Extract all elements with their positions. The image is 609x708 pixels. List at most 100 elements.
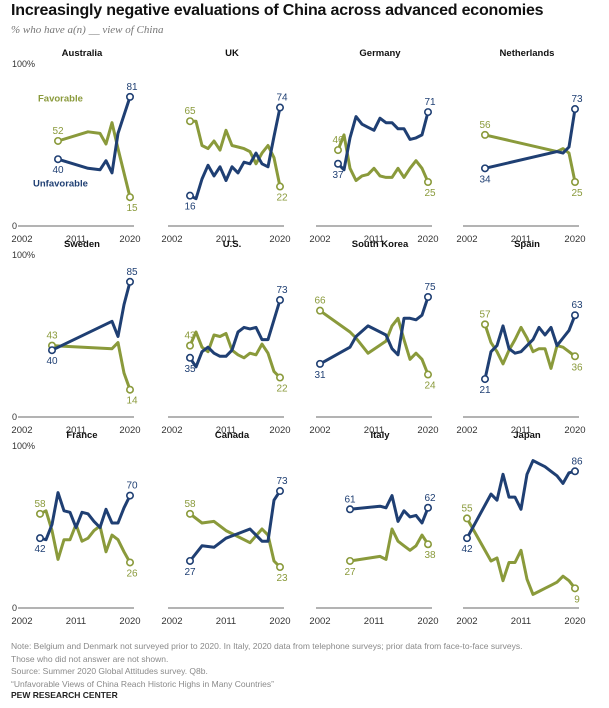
panel-title: Spain <box>514 239 540 250</box>
footnotes: Note: Belgium and Denmark not surveyed p… <box>11 640 523 690</box>
favorable-end-marker <box>571 584 580 593</box>
chart-subtitle: % who have a(n) __ view of China <box>11 24 164 36</box>
unfavorable-line <box>188 489 282 563</box>
unfavorable-end-marker <box>571 311 580 320</box>
favorable-end-label: 24 <box>424 381 436 392</box>
unfavorable-end-label: 81 <box>126 82 138 93</box>
favorable-start-label: 43 <box>46 331 58 342</box>
favorable-start-marker <box>315 306 324 315</box>
y-tick-label: 0 <box>12 603 17 613</box>
panel-sweden: Sweden 2002 2011 2020 100% 0 43 40 14 85 <box>11 239 140 436</box>
y-tick-label: 0 <box>12 412 17 422</box>
unfavorable-start-label: 40 <box>46 356 58 367</box>
unfavorable-line <box>188 298 282 369</box>
x-tick-label: 2002 <box>11 234 32 245</box>
favorable-end-marker <box>276 182 285 191</box>
x-tick-label: 2011 <box>66 425 86 436</box>
unfavorable-start-marker <box>185 191 194 200</box>
unfavorable-end-label: 62 <box>424 493 436 504</box>
favorable-end-label: 22 <box>276 193 288 204</box>
favorable-start-label: 57 <box>479 309 491 320</box>
panel-title: France <box>66 430 97 441</box>
unfavorable-end-marker <box>424 292 433 301</box>
favorable-end-label: 25 <box>424 188 436 199</box>
favorable-end-marker <box>126 385 135 394</box>
panel-title: UK <box>225 48 239 59</box>
favorable-end-label: 25 <box>571 188 583 199</box>
unfavorable-line <box>38 491 132 542</box>
panel-title: Sweden <box>64 239 100 250</box>
unfavorable-end-marker <box>126 491 135 500</box>
unfavorable-end-label: 73 <box>276 476 288 487</box>
panel-title: Italy <box>370 430 390 441</box>
x-tick-label: 2002 <box>309 425 330 436</box>
favorable-end-label: 14 <box>126 396 138 407</box>
favorable-end-label: 9 <box>574 594 580 605</box>
favorable-end-marker <box>571 352 580 361</box>
panel-netherlands: Netherlands 2002 2011 2020 56 34 25 73 <box>456 48 585 245</box>
unfavorable-line <box>318 295 430 366</box>
unfavorable-start-marker <box>345 505 354 514</box>
x-tick-label: 2011 <box>364 234 384 245</box>
unfavorable-start-marker <box>185 353 194 362</box>
unfavorable-start-label: 61 <box>344 494 356 505</box>
favorable-line <box>483 133 577 184</box>
note-line: Those who did not answer are not shown. <box>11 653 169 664</box>
favorable-end-marker <box>424 178 433 187</box>
favorable-start-marker <box>480 130 489 139</box>
unfavorable-line <box>483 107 577 170</box>
unfavorable-line <box>336 110 430 172</box>
favorable-line <box>188 512 282 569</box>
favorable-line <box>188 119 282 189</box>
unfavorable-end-label: 63 <box>571 300 583 311</box>
favorable-end-marker <box>571 178 580 187</box>
favorable-line <box>50 341 132 392</box>
favorable-start-marker <box>462 514 471 523</box>
favorable-start-marker <box>185 509 194 518</box>
favorable-start-label: 27 <box>344 567 356 578</box>
unfavorable-start-marker <box>480 164 489 173</box>
unfavorable-end-marker <box>424 503 433 512</box>
unfavorable-end-marker <box>276 296 285 305</box>
unfavorable-end-marker <box>571 467 580 476</box>
favorable-line <box>336 133 430 184</box>
unfavorable-end-label: 85 <box>126 267 138 278</box>
y-tick-label: 0 <box>12 221 17 231</box>
favorable-start-label: 58 <box>34 499 46 510</box>
x-tick-label: 2020 <box>119 234 140 245</box>
favorable-end-marker <box>276 563 285 572</box>
panel-south-korea: South Korea 2002 2011 2020 66 31 24 75 <box>309 239 438 436</box>
panel-italy: Italy 2002 2011 2020 27 61 38 62 <box>309 430 438 627</box>
unfavorable-end-label: 71 <box>424 97 436 108</box>
note-line: Note: Belgium and Denmark not surveyed p… <box>11 641 523 651</box>
x-tick-label: 2020 <box>119 425 140 436</box>
y-tick-label: 100% <box>12 59 35 69</box>
favorable-end-marker <box>126 558 135 567</box>
x-tick-label: 2011 <box>364 425 384 436</box>
x-tick-label: 2020 <box>119 616 140 627</box>
unfavorable-end-label: 73 <box>276 285 288 296</box>
x-tick-label: 2020 <box>269 425 290 436</box>
unfavorable-start-label: 42 <box>34 544 46 555</box>
favorable-line <box>56 121 132 199</box>
unfavorable-start-label: 34 <box>479 174 491 185</box>
favorable-start-marker <box>185 341 194 350</box>
unfavorable-end-label: 75 <box>424 282 436 293</box>
unfavorable-start-marker <box>47 346 56 355</box>
panel-title: Netherlands <box>500 48 555 59</box>
favorable-start-marker <box>185 117 194 126</box>
x-tick-label: 2020 <box>417 234 438 245</box>
favorable-end-label: 36 <box>571 362 583 373</box>
favorable-start-label: 66 <box>314 296 326 307</box>
x-tick-label: 2020 <box>269 616 290 627</box>
legend-unfavorable: Unfavorable <box>33 179 88 190</box>
panel-title: Japan <box>513 430 541 441</box>
favorable-end-label: 15 <box>126 203 138 214</box>
panel-title: South Korea <box>352 239 409 250</box>
x-tick-label: 2020 <box>417 616 438 627</box>
panel-uk: UK 2002 2011 2020 65 16 22 74 <box>161 48 290 245</box>
favorable-start-label: 52 <box>52 126 64 137</box>
pew-research-center-logo: PEW RESEARCH CENTER <box>11 690 118 700</box>
unfavorable-start-label: 42 <box>461 544 473 555</box>
small-multiples-chart: Australia 2002 2011 2020 100% 0 52 40 15 81 Favora… <box>11 48 585 627</box>
